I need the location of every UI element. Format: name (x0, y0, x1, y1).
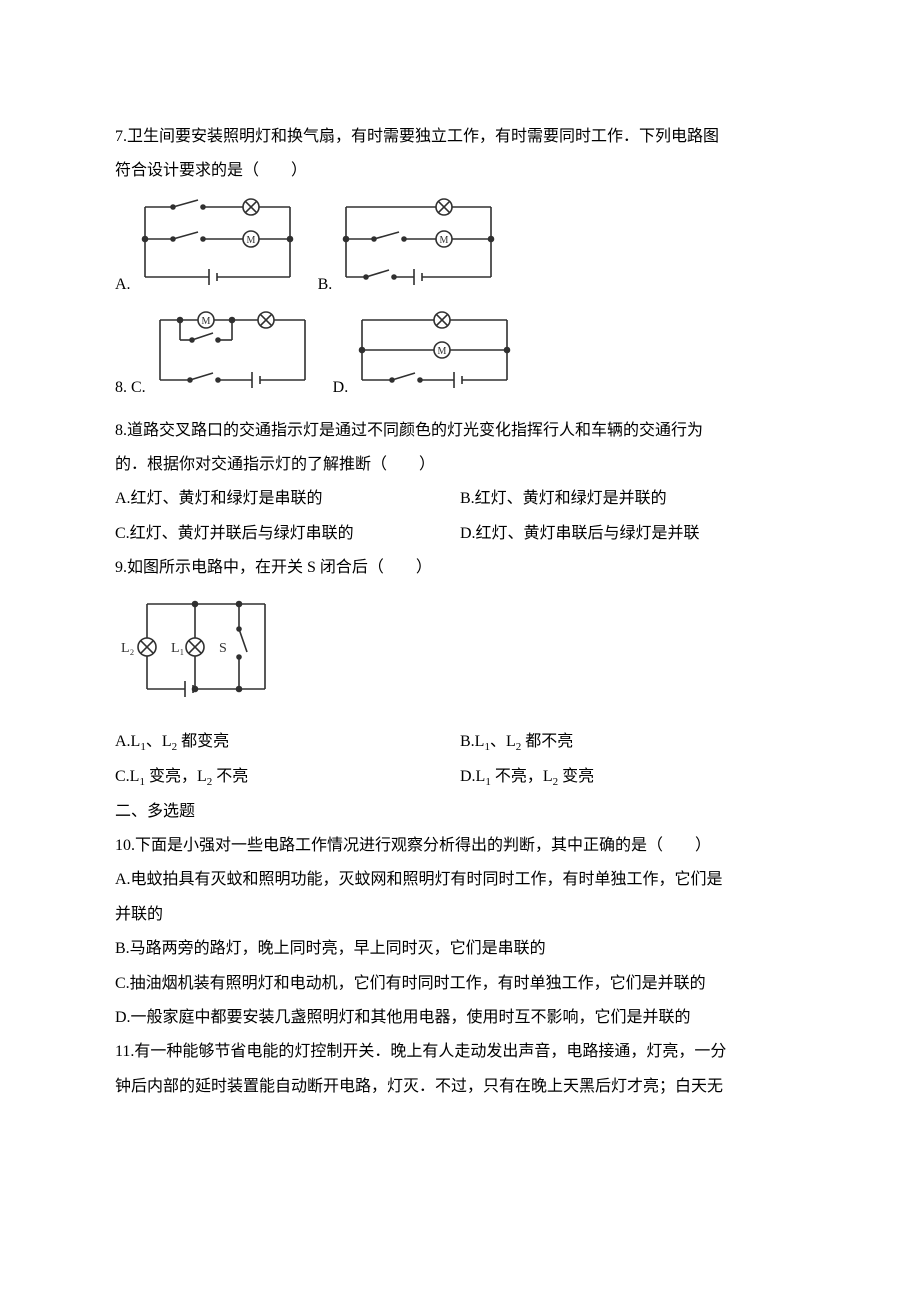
svg-text:M: M (440, 235, 449, 246)
q8-option-C: C.红灯、黄灯并联后与绿灯串联的 (115, 517, 460, 551)
q7-circuit-D: M (352, 310, 517, 405)
svg-text:S: S (219, 641, 227, 656)
svg-text:M: M (246, 235, 255, 246)
q11-line1: 11.有一种能够节省电能的灯控制开关．晚上有人走动发出声音，电路接通，灯亮，一分 (115, 1035, 805, 1069)
q10-option-A-line1: A.电蚊拍具有灭蚊和照明功能，灭蚊网和照明灯有时同时工作，有时单独工作，它们是 (115, 863, 805, 897)
q7-stem-line1: 7.卫生间要安装照明灯和换气扇，有时需要独立工作，有时需要同时工作．下列电路图 (115, 120, 805, 154)
q9-option-A: A.L1、L2 都变亮 (115, 725, 460, 760)
q7-extra-label: 8. (115, 371, 127, 405)
q9-option-C: C.L1 变亮，L2 不亮 (115, 760, 460, 795)
q7-stem-line2: 符合设计要求的是（ ） (115, 154, 805, 188)
q8-option-D: D.红灯、黄灯串联后与绿灯是并联 (460, 517, 805, 551)
q10-option-C: C.抽油烟机装有照明灯和电动机，它们有时同时工作，有时单独工作，它们是并联的 (115, 967, 805, 1001)
q7-diagram-row-2: 8. C. M (115, 310, 805, 405)
svg-text:L₁: L₁ (171, 641, 184, 656)
svg-text:M: M (438, 346, 447, 357)
q7-diagram-row-1: A. (115, 197, 805, 302)
q7-circuit-A: M (135, 197, 300, 302)
svg-text:L₂: L₂ (121, 641, 135, 656)
q8-stem-line1: 8.道路交叉路口的交通指示灯是通过不同颜色的灯光变化指挥行人和车辆的交通行为 (115, 414, 805, 448)
q7-label-D: D. (333, 371, 349, 405)
q9-option-D: D.L1 不亮，L2 变亮 (460, 760, 805, 795)
q8-stem-line2: 的．根据你对交通指示灯的了解推断（ ） (115, 448, 805, 482)
q9-circuit: L₂ L₁ S (115, 594, 805, 717)
q9-stem: 9.如图所示电路中，在开关 S 闭合后（ ） (115, 551, 805, 585)
q7-label-C: C. (131, 371, 146, 405)
svg-text:M: M (201, 316, 210, 327)
q10-option-A-line2: 并联的 (115, 898, 805, 932)
q10-option-D: D.一般家庭中都要安装几盏照明灯和其他用电器，使用时互不影响，它们是并联的 (115, 1001, 805, 1035)
q11-line2: 钟后内部的延时装置能自动断开电路，灯灭．不过，只有在晚上天黑后灯才亮；白天无 (115, 1070, 805, 1104)
q10-stem: 10.下面是小强对一些电路工作情况进行观察分析得出的判断，其中正确的是（ ） (115, 829, 805, 863)
q8-option-A: A.红灯、黄灯和绿灯是串联的 (115, 482, 460, 516)
q10-option-B: B.马路两旁的路灯，晚上同时亮，早上同时灭，它们是串联的 (115, 932, 805, 966)
q7-label-B: B. (318, 268, 333, 302)
q7-label-A: A. (115, 268, 131, 302)
q7-circuit-C: M (150, 310, 315, 405)
q9-option-B: B.L1、L2 都不亮 (460, 725, 805, 760)
q7-circuit-B: M (336, 197, 501, 302)
section-multi: 二、多选题 (115, 795, 805, 829)
q8-option-B: B.红灯、黄灯和绿灯是并联的 (460, 482, 805, 516)
